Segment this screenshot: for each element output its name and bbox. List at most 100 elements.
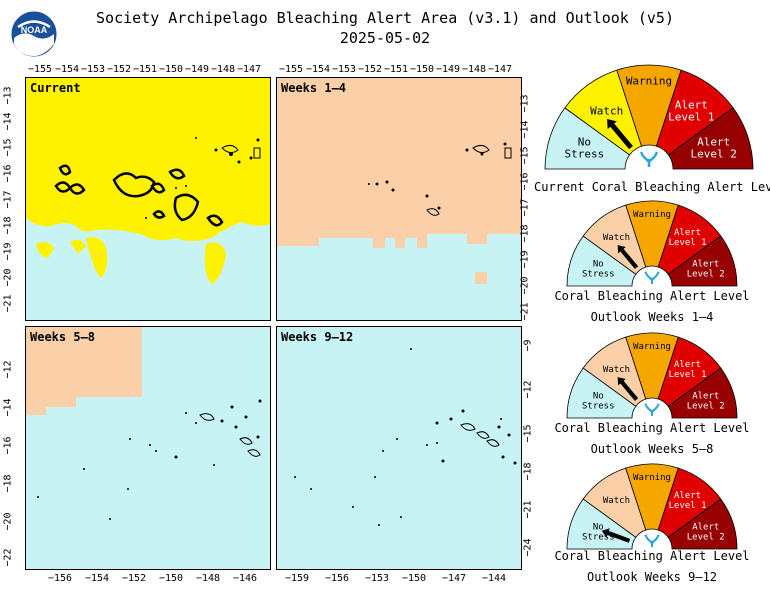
gauge-label-no-stress: Stress (564, 148, 604, 161)
gauge-pointer-head (607, 119, 617, 130)
left-tick: −18 (2, 216, 14, 235)
map-panel-weeks-9-12: Weeks 9–12 (276, 326, 522, 570)
coral-icon (644, 403, 660, 416)
left-tick: −16 (2, 164, 14, 183)
gauge-caption: Coral Bleaching Alert Level (554, 421, 750, 435)
gauge-label-alert-2: Alert (697, 136, 730, 149)
gauge-caption-outlook: Outlook Weeks 9–12 (586, 570, 718, 584)
right-tick: −19 (519, 250, 531, 269)
gauge-segment-warning (625, 332, 679, 400)
bottom-tick: −150 (402, 573, 427, 584)
top-tick: −147 (237, 64, 262, 75)
gauge-segment-alert-2 (667, 498, 738, 550)
gauge-label-alert-2: Alert (692, 392, 719, 402)
top-tick: −154 (306, 64, 331, 75)
gauge-label-alert-2: Level 2 (687, 270, 725, 280)
map-panel-weeks-1-4: Weeks 1–4 (276, 77, 522, 321)
gauge-caption: Current Coral Bleaching Alert Level (534, 180, 770, 194)
gauge-segment-alert-2 (667, 107, 754, 170)
right-tick: −21 (519, 302, 531, 321)
gauge-segment-watch (582, 467, 647, 538)
top-tick: −150 (410, 64, 435, 75)
top-tick: −155 (28, 64, 53, 75)
gauge-segment-alert-2 (667, 367, 738, 419)
gauge-label-alert-1: Level 1 (668, 110, 714, 123)
bottom-tick: −146 (233, 573, 258, 584)
gauge-label-no-stress: No (578, 136, 591, 149)
top-tick: −147 (488, 64, 513, 75)
bottom-tick: −148 (196, 573, 221, 584)
left-tick: −21 (2, 294, 14, 313)
gauge-segment-no-stress (566, 235, 637, 287)
gauge-label-no-stress: Stress (582, 270, 615, 280)
right-tick: −18 (522, 462, 534, 481)
coral-icon (644, 271, 660, 284)
gauge-label-alert-2: Level 2 (687, 533, 725, 543)
right-tick: −24 (522, 538, 534, 557)
gauge-segment-alert-1 (657, 204, 722, 275)
gauge-label-alert-1: Level 1 (669, 238, 707, 248)
gauge-label-alert-1: Alert (674, 360, 701, 370)
gauge-segment-warning (616, 64, 682, 147)
page-date: 2025-05-02 (339, 29, 431, 47)
gauge-label-alert-2: Alert (692, 523, 719, 533)
bottom-tick: −156 (48, 573, 73, 584)
gauge-label-alert-1: Alert (675, 98, 708, 111)
gauge-pointer-head (601, 528, 610, 538)
panel-label-weeks-9-12: Weeks 9–12 (281, 330, 354, 344)
gauge-pointer (610, 123, 633, 150)
left-tick: −20 (2, 512, 14, 531)
gauge-segment-no-stress (544, 107, 631, 170)
gauge-label-watch: Watch (603, 496, 630, 506)
top-tick: −149 (185, 64, 210, 75)
panel-label-weeks-5-8: Weeks 5–8 (30, 330, 96, 344)
gauge-label-no-stress: No (593, 260, 604, 270)
gauge-label-watch: Watch (603, 233, 630, 243)
gauge-caption: Coral Bleaching Alert Level (554, 549, 750, 563)
left-tick: −18 (2, 474, 14, 493)
gauge-label-watch: Watch (603, 365, 630, 375)
right-tick: −15 (522, 424, 534, 443)
gauge-segment-alert-2 (667, 235, 738, 287)
right-tick: −17 (519, 198, 531, 217)
bottom-tick: −152 (122, 573, 147, 584)
gauge-segment-watch (582, 336, 647, 407)
gauge-label-no-stress: Stress (582, 402, 615, 412)
gauge-label-alert-1: Level 1 (669, 501, 707, 511)
gauge-label-watch: Watch (590, 104, 623, 117)
gauge-segment-alert-1 (657, 336, 722, 407)
top-tick: −152 (107, 64, 132, 75)
panel-label-weeks-1-4: Weeks 1–4 (281, 81, 347, 95)
gauge-label-alert-2: Alert (692, 260, 719, 270)
gauge-label-no-stress: Stress (582, 533, 615, 543)
top-tick: −153 (332, 64, 357, 75)
right-tick: −14 (519, 120, 531, 139)
right-tick: −20 (519, 276, 531, 295)
gauge-segment-no-stress (566, 367, 637, 419)
gauge-pointer (620, 248, 639, 269)
gauge-pointer (607, 531, 631, 543)
left-tick: −19 (2, 242, 14, 261)
gauge-label-alert-2: Level 2 (690, 148, 736, 161)
top-tick: −152 (358, 64, 383, 75)
gauge-segment-warning (625, 200, 679, 268)
noaa-logo: NOAA (10, 10, 58, 58)
gauge-pointer-head (617, 377, 626, 386)
gauge-label-alert-1: Alert (674, 228, 701, 238)
right-tick: −16 (519, 172, 531, 191)
left-tick: −13 (2, 86, 14, 105)
right-tick: −18 (519, 224, 531, 243)
map-panel-current: Current (25, 77, 271, 321)
gauge-label-warning: Warning (633, 473, 671, 483)
top-tick: −154 (55, 64, 80, 75)
left-tick: −14 (2, 398, 14, 417)
gauge-pointer-head (617, 245, 626, 254)
top-tick: −151 (133, 64, 158, 75)
gauge-segment-alert-1 (657, 467, 722, 538)
bottom-tick: −144 (482, 573, 507, 584)
gauge-label-alert-1: Alert (674, 491, 701, 501)
top-tick: −155 (279, 64, 304, 75)
left-tick: −15 (2, 138, 14, 157)
gauge-segment-watch (582, 204, 647, 275)
top-tick: −150 (159, 64, 184, 75)
